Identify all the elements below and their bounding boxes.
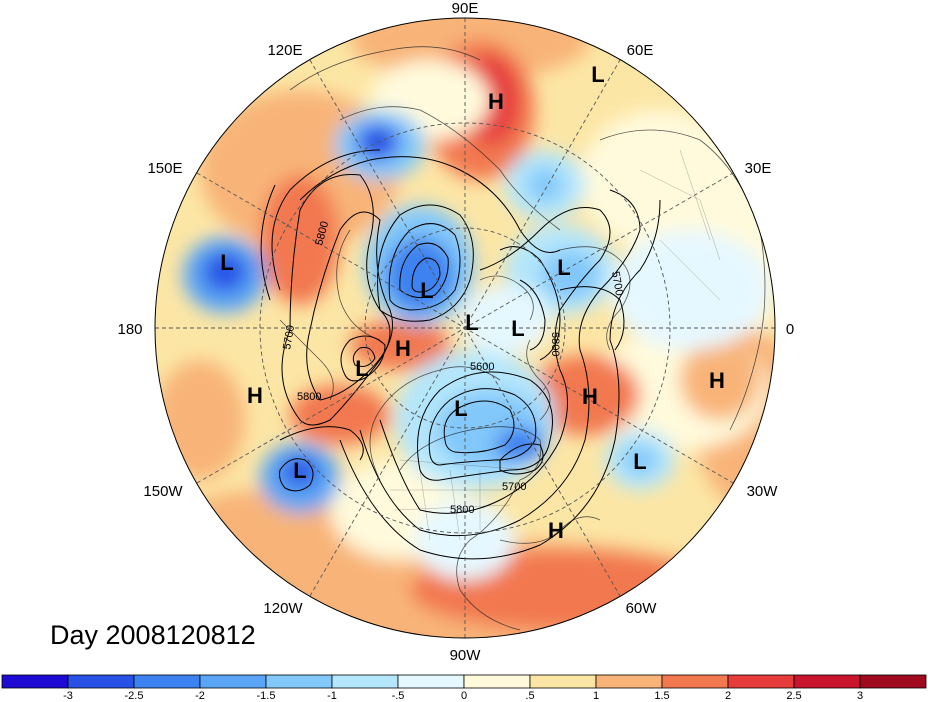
center-l-arctic-2: L [511, 316, 524, 341]
contour-label: 5700 [609, 270, 625, 296]
graticule [155, 18, 775, 638]
contour-label: 5800 [297, 391, 321, 403]
map-boundary [154, 17, 776, 639]
colorbar-tick-label: -1.5 [257, 690, 276, 702]
lon-label-60w: 60W [626, 600, 658, 617]
colorbar: -3 -2.5 -2 -1.5 -1 -.5 0 .5 1 1.5 2 2.5 3 [1, 674, 927, 702]
center-l-hudson: L [454, 396, 467, 421]
colorbar-tick-label: 3 [857, 690, 863, 702]
colorbar-swatch [595, 674, 663, 689]
colorbar-swatch [793, 674, 861, 689]
center-l-atlantic: L [633, 449, 646, 474]
height-contours [260, 149, 661, 560]
lon-label-120e: 120E [267, 42, 302, 59]
colorbar-tick-label: -2 [195, 690, 205, 702]
colorbar-swatch [529, 674, 597, 689]
lon-label-30e: 30E [745, 160, 772, 177]
lon-label-90w: 90W [450, 647, 482, 664]
center-l-pacific-east: L [293, 458, 306, 483]
pressure-centers: H L L L L L L H L H L H H L L H [220, 62, 725, 543]
contour-label: 5800 [450, 504, 474, 516]
colorbar-swatch [199, 674, 267, 689]
center-l-alaska: L [355, 356, 368, 381]
lon-label-150w: 150W [143, 483, 183, 500]
contour-label: 5600 [470, 361, 494, 373]
center-h-beaufort: H [395, 336, 411, 361]
contour-label: 5700 [281, 324, 297, 350]
colorbar-tick-label: 2 [725, 690, 731, 702]
center-l-scandinavia: L [557, 255, 570, 280]
day-title: Day 2008120812 [50, 620, 256, 650]
center-h-siberia: H [488, 89, 504, 114]
colorbar-tick-label: -.5 [392, 690, 405, 702]
lon-label-120w: 120W [263, 600, 303, 617]
colorbar-tick-label: -3 [63, 690, 73, 702]
colorbar-tick-label: -1 [327, 690, 337, 702]
colorbar-swatch [265, 674, 333, 689]
colorbar-swatch [397, 674, 465, 689]
lon-label-180: 180 [117, 321, 142, 338]
contour-labels: 5800 5700 5800 5700 5800 5600 5700 5800 [281, 220, 625, 516]
colorbar-tick-label: 2.5 [786, 690, 801, 702]
center-h-pacific: H [247, 383, 263, 408]
colorbar-swatch [1, 674, 69, 689]
colorbar-swatch [67, 674, 135, 689]
colorbar-swatch [661, 674, 729, 689]
colorbar-tick-label: 1 [593, 690, 599, 702]
center-h-africa: H [709, 368, 725, 393]
contour-label: 5700 [502, 481, 526, 493]
center-l-arctic-1: L [465, 310, 478, 335]
colorbar-swatch [331, 674, 399, 689]
colorbar-swatch [133, 674, 201, 689]
lon-label-0: 0 [786, 321, 794, 338]
lon-label-90e: 90E [452, 0, 479, 17]
colorbar-tick-label: 1.5 [654, 690, 669, 702]
center-h-caribbean: H [548, 518, 564, 543]
center-h-atlantic-north: H [582, 384, 598, 409]
lon-label-150e: 150E [147, 160, 182, 177]
colorbar-tick-label: 0 [461, 690, 467, 702]
colorbar-swatch [463, 674, 531, 689]
center-l-pacific-west: L [220, 250, 233, 275]
colorbar-tick-label: -2.5 [125, 690, 144, 702]
lon-label-60e: 60E [627, 42, 654, 59]
colorbar-swatch [859, 674, 927, 689]
lon-label-30w: 30W [747, 483, 779, 500]
center-l-east-siberia: L [420, 278, 433, 303]
longitude-labels: 90E 60E 30E 0 30W 60W 90W 120W 150W 180 … [117, 0, 794, 664]
colorbar-tick-label: .5 [525, 690, 534, 702]
center-l-kara: L [591, 62, 604, 87]
contour-label: 5800 [549, 332, 561, 356]
colorbar-swatch [727, 674, 795, 689]
